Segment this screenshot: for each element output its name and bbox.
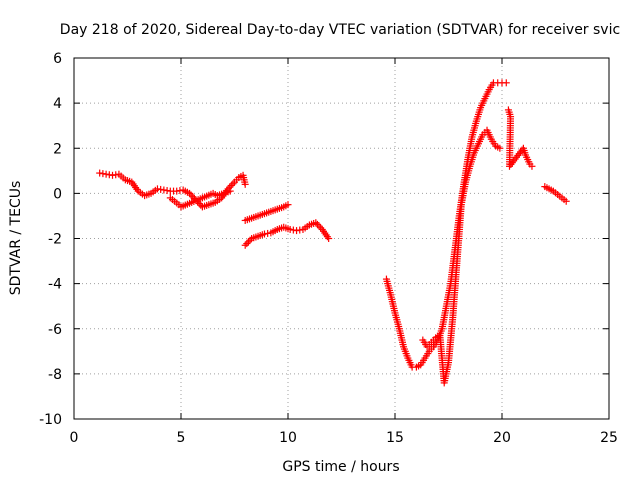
data-point <box>229 180 237 188</box>
data-point <box>496 144 504 152</box>
y-axis-label: SDTVAR / TECUs <box>8 181 24 296</box>
grid <box>74 58 609 419</box>
y-tick-label: -10 <box>39 412 62 428</box>
chart-title: Day 218 of 2020, Sidereal Day-to-day VTE… <box>60 22 620 38</box>
data-point <box>315 222 323 230</box>
data-point <box>312 219 320 227</box>
x-tick-label: 15 <box>386 430 404 446</box>
x-tick-label: 25 <box>600 430 618 446</box>
data-point <box>226 187 234 195</box>
data-point <box>325 235 333 242</box>
y-tick-label: -6 <box>48 322 62 338</box>
x-tick-label: 20 <box>493 430 511 446</box>
y-tick-label: 0 <box>53 186 62 202</box>
data-point <box>528 162 536 170</box>
data-point <box>313 220 321 228</box>
y-tick-label: 4 <box>53 96 62 112</box>
data-point <box>227 181 235 189</box>
y-tick-label: -2 <box>48 232 62 248</box>
data-point <box>502 79 510 87</box>
x-axis-label: GPS time / hours <box>282 459 399 475</box>
data-point <box>186 189 194 197</box>
data-point <box>189 193 197 201</box>
data-point <box>562 197 570 205</box>
x-tick-label: 5 <box>177 430 186 446</box>
data-point <box>187 191 195 199</box>
y-tick-label: 6 <box>53 51 62 67</box>
x-tick-label: 10 <box>279 430 297 446</box>
data-point <box>241 180 249 188</box>
y-tick-label: 2 <box>53 141 62 157</box>
axis-ticks: 0 5 10 15 20 25 -10 -8 -6 -4 -2 0 2 4 6 <box>39 51 618 446</box>
data-point <box>243 240 251 248</box>
data-point <box>244 238 252 246</box>
data-point <box>241 241 249 249</box>
plot-frame <box>73 57 610 420</box>
data-point <box>246 236 254 244</box>
x-tick-label: 0 <box>70 430 79 446</box>
y-tick-label: -4 <box>48 277 62 293</box>
data-points <box>96 79 570 387</box>
data-point <box>284 201 292 209</box>
y-tick-label: -8 <box>48 367 62 383</box>
data-point <box>197 201 205 209</box>
